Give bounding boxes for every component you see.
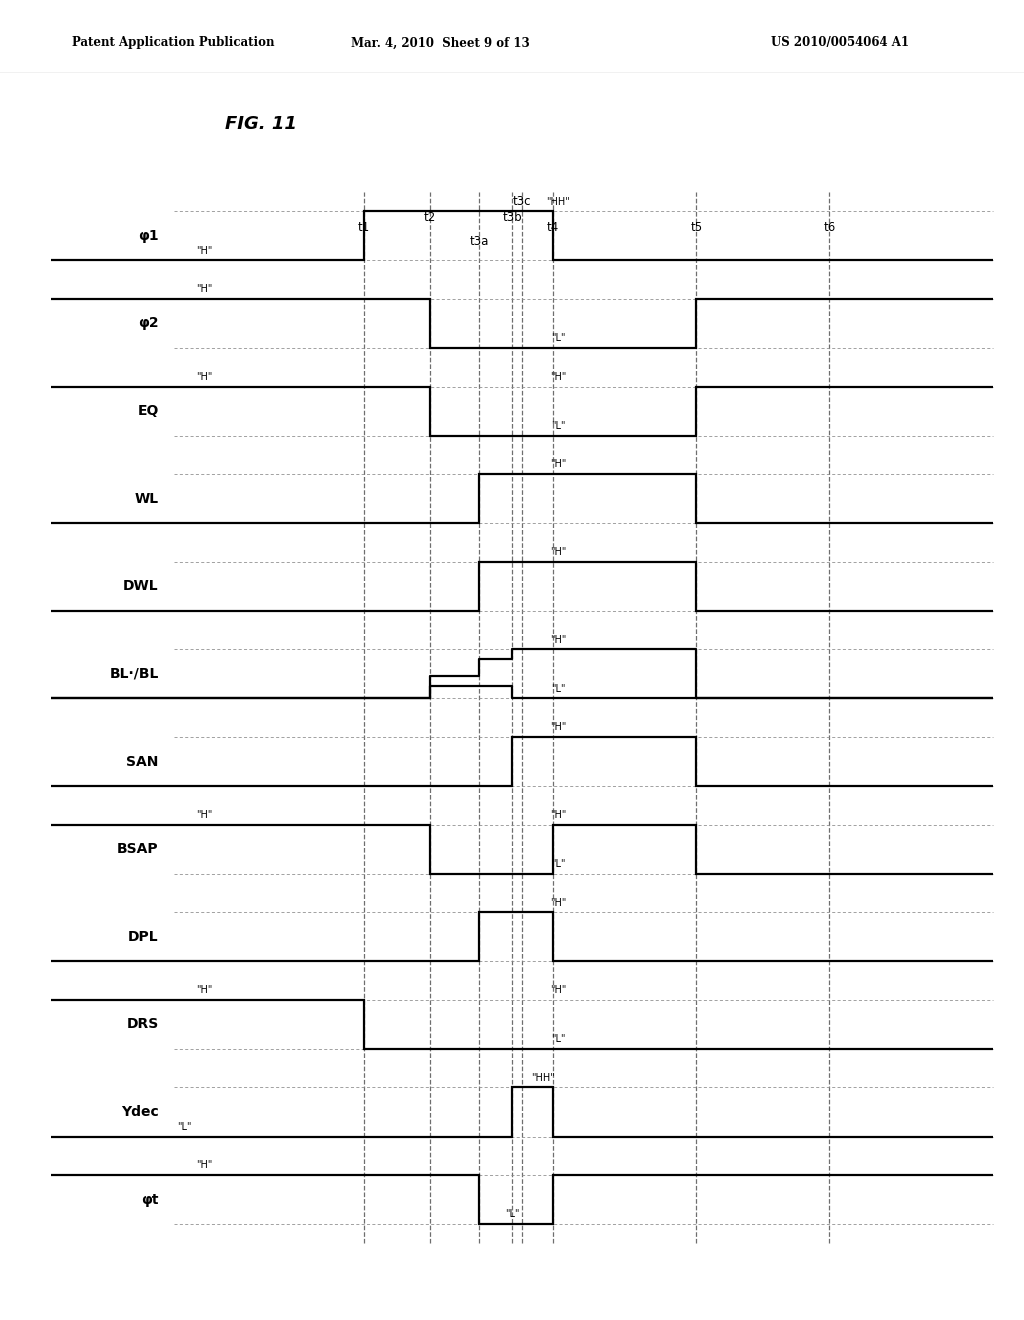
- Text: DRS: DRS: [127, 1018, 159, 1031]
- Text: "H": "H": [197, 284, 213, 294]
- Text: "H": "H": [197, 372, 213, 381]
- Text: "H": "H": [550, 722, 566, 733]
- Text: "L": "L": [505, 1209, 519, 1220]
- Text: t1: t1: [357, 220, 370, 234]
- Text: t4: t4: [547, 220, 559, 234]
- Text: "H": "H": [197, 985, 213, 995]
- Text: "H": "H": [550, 372, 566, 381]
- Text: t5: t5: [690, 220, 702, 234]
- Text: BL·/BL: BL·/BL: [110, 667, 159, 681]
- Text: FIG. 11: FIG. 11: [225, 115, 297, 132]
- Text: "L": "L": [551, 684, 565, 694]
- Text: t2: t2: [424, 211, 436, 224]
- Text: "H": "H": [197, 810, 213, 820]
- Text: "L": "L": [177, 1122, 191, 1131]
- Text: "L": "L": [551, 1034, 565, 1044]
- Text: US 2010/0054064 A1: US 2010/0054064 A1: [771, 37, 908, 49]
- Text: φ1: φ1: [138, 228, 159, 243]
- Text: "H": "H": [197, 1160, 213, 1171]
- Text: "H": "H": [550, 459, 566, 470]
- Text: t6: t6: [823, 220, 836, 234]
- Text: WL: WL: [134, 492, 159, 506]
- Text: DWL: DWL: [123, 579, 159, 593]
- Text: t3a: t3a: [470, 235, 488, 248]
- Text: φ2: φ2: [138, 317, 159, 330]
- Text: DPL: DPL: [128, 929, 159, 944]
- Text: t3c: t3c: [513, 194, 531, 207]
- Text: "H": "H": [550, 546, 566, 557]
- Text: Ydec: Ydec: [121, 1105, 159, 1119]
- Text: "H": "H": [550, 810, 566, 820]
- Text: φt: φt: [141, 1193, 159, 1206]
- Text: EQ: EQ: [137, 404, 159, 418]
- Text: "HH": "HH": [530, 1073, 555, 1082]
- Text: "H": "H": [197, 246, 213, 256]
- Text: "H": "H": [550, 635, 566, 644]
- Text: "L": "L": [551, 859, 565, 869]
- Text: Patent Application Publication: Patent Application Publication: [72, 37, 274, 49]
- Text: "HH": "HH": [546, 197, 570, 207]
- Text: "H": "H": [550, 985, 566, 995]
- Text: BSAP: BSAP: [117, 842, 159, 857]
- Text: "L": "L": [551, 421, 565, 430]
- Text: t3b: t3b: [502, 211, 522, 224]
- Text: "L": "L": [551, 333, 565, 343]
- Text: "H": "H": [550, 898, 566, 908]
- Text: SAN: SAN: [126, 755, 159, 768]
- Text: Mar. 4, 2010  Sheet 9 of 13: Mar. 4, 2010 Sheet 9 of 13: [351, 37, 529, 49]
